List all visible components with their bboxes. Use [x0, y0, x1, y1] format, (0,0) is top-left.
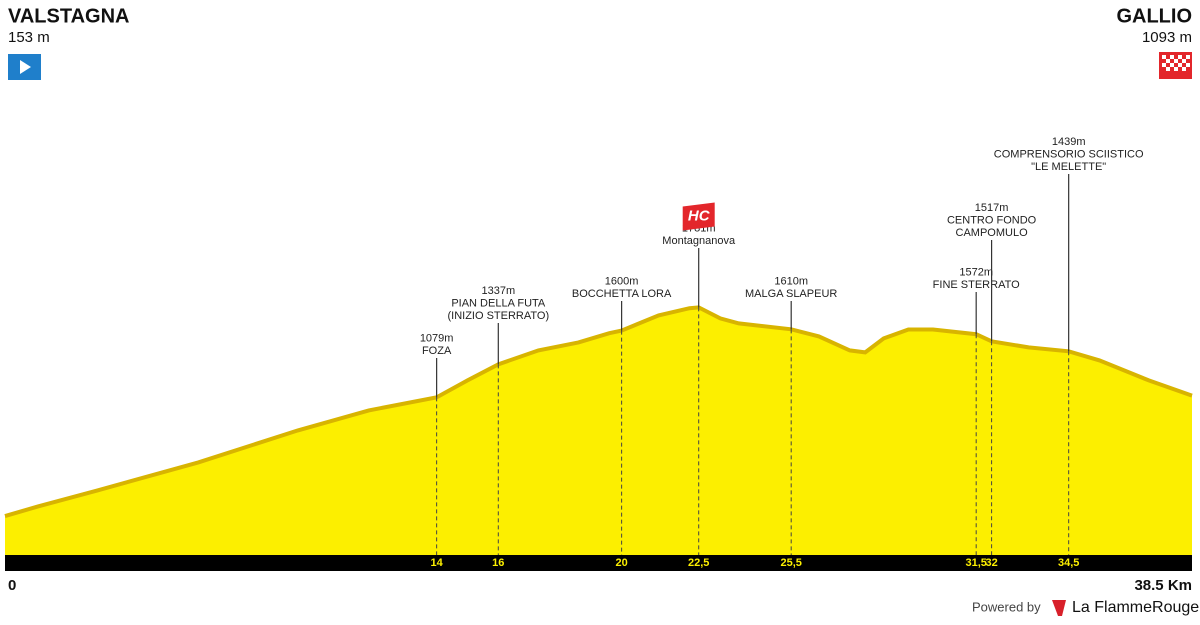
x-tick-label: 25,5 [780, 557, 801, 569]
x-tick-label: 31,5 [965, 557, 986, 569]
finish-icon [1159, 52, 1192, 79]
distance-bar [5, 555, 1192, 571]
powered-by: Powered by [972, 599, 1041, 614]
waypoint-name: FOZA [422, 345, 452, 357]
waypoint-name: FINE STERRATO [933, 279, 1020, 291]
start-elevation: 153 m [8, 29, 50, 46]
waypoint-name: Montagnanova [662, 235, 736, 247]
climb-badge-shape [682, 202, 715, 231]
finish-name: GALLIO [1116, 5, 1192, 27]
x-axis-end-label: 0 [8, 577, 16, 594]
waypoint-name: BOCCHETTA LORA [572, 288, 672, 300]
climb-category: HC [688, 207, 711, 224]
waypoint-elevation: 1337m [481, 285, 515, 297]
brand: La FlammeRouge [1072, 599, 1199, 616]
waypoint-elevation: 1600m [605, 275, 639, 287]
waypoint-name: (INIZIO STERRATO) [447, 310, 549, 322]
x-tick-label: 20 [615, 557, 627, 569]
waypoint-name: CENTRO FONDO [947, 214, 1037, 226]
waypoint-elevation: 1610m [774, 275, 808, 287]
x-tick-label: 22,5 [688, 557, 709, 569]
elevation-edge [4, 305, 1193, 519]
climb-badge: HC [682, 202, 715, 231]
x-tick-label: 34,5 [1058, 557, 1079, 569]
waypoint-name: COMPRENSORIO SCIISTICO [994, 148, 1144, 160]
waypoint-elevation: 1439m [1052, 136, 1086, 148]
waypoint-elevation: 1572m [959, 266, 993, 278]
start-icon [8, 54, 41, 80]
waypoint-elevation: 1517m [975, 202, 1009, 214]
waypoint-name: "LE MELETTE" [1031, 161, 1106, 173]
waypoint-name: PIAN DELLA FUTA [451, 297, 546, 309]
x-tick-label: 32 [985, 557, 997, 569]
waypoint-elevation: 1079m [420, 332, 454, 344]
waypoint-name: MALGA SLAPEUR [745, 288, 837, 300]
x-tick-label: 14 [431, 557, 444, 569]
waypoint-name: CAMPOMULO [956, 227, 1029, 239]
x-axis-end-label: 38.5 Km [1134, 577, 1192, 594]
finish-elevation: 1093 m [1142, 29, 1192, 46]
brand-icon [1052, 600, 1066, 616]
start-name: VALSTAGNA [8, 5, 129, 27]
x-tick-label: 16 [492, 557, 504, 569]
elevation-area [5, 307, 1192, 555]
